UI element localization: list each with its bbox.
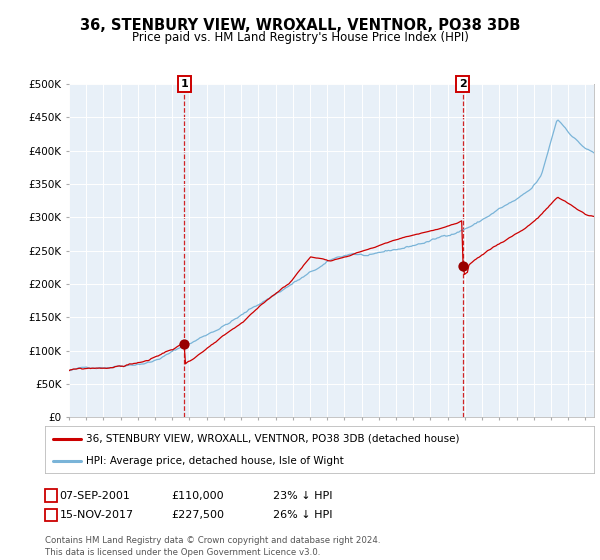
Text: £227,500: £227,500: [171, 510, 224, 520]
Text: 15-NOV-2017: 15-NOV-2017: [59, 510, 134, 520]
Text: Price paid vs. HM Land Registry's House Price Index (HPI): Price paid vs. HM Land Registry's House …: [131, 31, 469, 44]
Text: £110,000: £110,000: [171, 491, 224, 501]
Text: 2: 2: [47, 510, 55, 520]
Text: HPI: Average price, detached house, Isle of Wight: HPI: Average price, detached house, Isle…: [86, 456, 344, 466]
Text: 36, STENBURY VIEW, WROXALL, VENTNOR, PO38 3DB (detached house): 36, STENBURY VIEW, WROXALL, VENTNOR, PO3…: [86, 434, 460, 444]
Point: [179, 339, 189, 348]
Text: 1: 1: [47, 491, 55, 501]
Text: 1: 1: [180, 79, 188, 89]
Text: Contains HM Land Registry data © Crown copyright and database right 2024.
This d: Contains HM Land Registry data © Crown c…: [45, 536, 380, 557]
Point: [458, 261, 467, 270]
Text: 2: 2: [459, 79, 467, 89]
Text: 23% ↓ HPI: 23% ↓ HPI: [273, 491, 332, 501]
Text: 07-SEP-2001: 07-SEP-2001: [59, 491, 130, 501]
Text: 36, STENBURY VIEW, WROXALL, VENTNOR, PO38 3DB: 36, STENBURY VIEW, WROXALL, VENTNOR, PO3…: [80, 18, 520, 33]
Text: 26% ↓ HPI: 26% ↓ HPI: [273, 510, 332, 520]
